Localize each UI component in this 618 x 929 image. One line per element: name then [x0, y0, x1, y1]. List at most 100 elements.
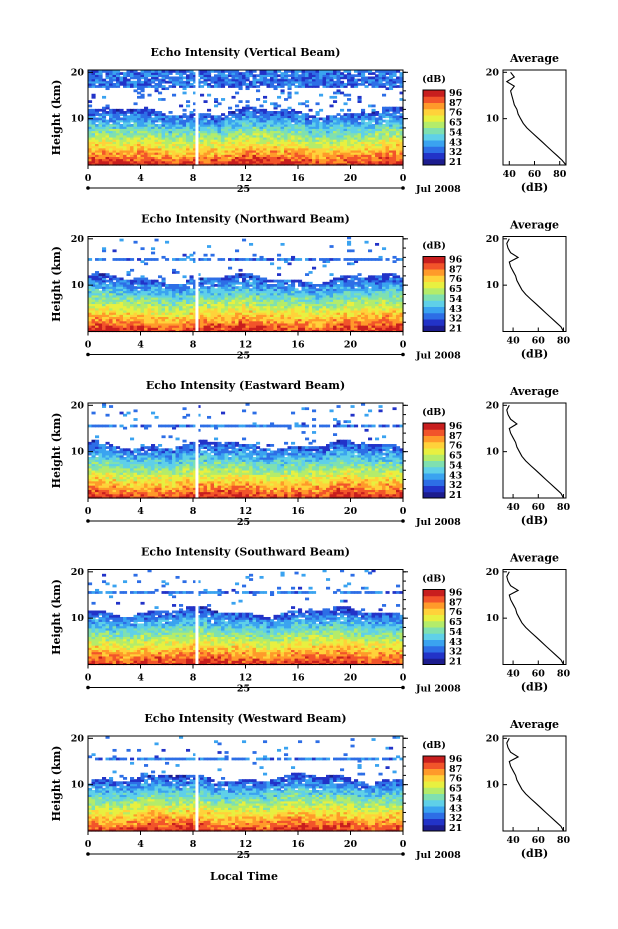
- heatmap-cell: [88, 299, 93, 302]
- heatmap-cell: [343, 149, 348, 153]
- heatmap-cell: [277, 134, 282, 138]
- heatmap-cell: [361, 318, 366, 322]
- heatmap-cell: [259, 82, 264, 86]
- heatmap-cell: [319, 154, 324, 157]
- heatmap-cell: [319, 314, 324, 317]
- heatmap-cell: [200, 154, 205, 157]
- colorbar-swatch: [423, 140, 445, 147]
- heatmap-cell: [238, 74, 243, 78]
- heatmap-cell: [326, 145, 331, 149]
- heatmap-cell: [368, 115, 373, 119]
- heatmap-cell: [109, 70, 114, 73]
- heatmap-cell: [228, 126, 233, 129]
- heatmap-cell: [221, 325, 226, 328]
- heatmap-cell: [326, 156, 331, 160]
- heatmap-cell: [245, 314, 250, 317]
- heatmap-cell: [308, 78, 313, 82]
- heatmap-cell: [154, 314, 159, 317]
- heatmap-cell: [259, 160, 264, 164]
- heatmap-cell: [298, 299, 303, 302]
- heatmap-cell: [123, 156, 128, 160]
- heatmap-cell: [231, 294, 236, 298]
- heatmap-cell: [270, 309, 275, 313]
- heatmap-cell: [137, 134, 142, 138]
- heatmap-cell: [133, 145, 138, 149]
- heatmap-cell: [308, 312, 313, 315]
- heatmap-cell: [165, 307, 170, 311]
- heatmap-cell: [312, 119, 317, 123]
- heatmap-cell: [102, 136, 107, 140]
- heatmap-cell: [154, 158, 159, 162]
- heatmap-cell: [336, 113, 341, 116]
- heatmap-cell: [116, 316, 121, 320]
- heatmap-cell: [354, 85, 359, 88]
- heatmap-cell: [165, 158, 170, 162]
- heatmap-cell: [203, 327, 208, 330]
- heatmap-cell: [354, 316, 359, 320]
- heatmap-cell: [343, 136, 348, 140]
- heatmap-cell: [357, 113, 362, 116]
- heatmap-cell: [112, 160, 117, 164]
- heatmap-cell: [179, 318, 184, 322]
- heatmap-cell: [270, 136, 275, 140]
- heatmap-cell: [186, 316, 191, 320]
- y-tick-label: 20: [71, 67, 85, 78]
- heatmap-cell: [389, 85, 394, 88]
- heatmap-cell: [147, 111, 152, 114]
- heatmap-cell: [91, 82, 96, 86]
- heatmap-cell: [179, 314, 184, 317]
- heatmap-cell: [245, 141, 250, 145]
- heatmap-cell: [263, 115, 268, 119]
- heatmap-cell: [109, 320, 114, 324]
- heatmap-cell: [333, 299, 338, 302]
- colorbar-swatch: [423, 90, 445, 97]
- heatmap-cell: [305, 296, 310, 300]
- heatmap-cell: [147, 147, 152, 151]
- heatmap-cell: [161, 327, 166, 330]
- heatmap-cell: [396, 329, 401, 333]
- heatmap-cell: [102, 320, 107, 324]
- heatmap-cell: [203, 126, 208, 129]
- heatmap-cell: [378, 160, 383, 164]
- heatmap-cell: [165, 296, 170, 300]
- heatmap-cell: [161, 294, 166, 298]
- heatmap-cell: [319, 132, 324, 136]
- heatmap-cell: [319, 307, 324, 311]
- heatmap-cell: [95, 111, 100, 114]
- heatmap-cell: [340, 299, 345, 302]
- heatmap-cell: [105, 121, 110, 125]
- heatmap-cell: [399, 316, 404, 320]
- heatmap-cell: [357, 303, 362, 307]
- heatmap-cell: [161, 119, 166, 123]
- heatmap-cell: [161, 160, 166, 164]
- heatmap-cell: [151, 70, 156, 73]
- heatmap-cell: [200, 147, 205, 151]
- heatmap-cell: [364, 136, 369, 140]
- heatmap-cell: [399, 76, 404, 80]
- heatmap-cell: [217, 117, 222, 121]
- heatmap-cell: [273, 85, 278, 88]
- heatmap-cell: [214, 98, 219, 101]
- heatmap-cell: [256, 117, 261, 121]
- heatmap-cell: [357, 95, 362, 99]
- heatmap-cell: [284, 327, 289, 330]
- heatmap-cell: [252, 162, 257, 166]
- heatmap-cell: [270, 82, 275, 86]
- heatmap-cell: [203, 305, 208, 309]
- heatmap-cell: [228, 314, 233, 317]
- heatmap-cell: [102, 305, 107, 309]
- heatmap-cell: [203, 318, 208, 322]
- heatmap-cell: [245, 128, 250, 132]
- heatmap-cell: [88, 145, 93, 149]
- heatmap-cell: [105, 284, 110, 287]
- heatmap-cell: [172, 156, 177, 160]
- heatmap-cell: [102, 309, 107, 313]
- heatmap-cell: [336, 314, 341, 317]
- heatmap-cell: [266, 305, 271, 309]
- heatmap-cell: [350, 128, 355, 132]
- heatmap-cell: [175, 307, 180, 311]
- heatmap-cell: [399, 312, 404, 315]
- heatmap-cell: [154, 89, 159, 93]
- heatmap-cell: [119, 108, 124, 112]
